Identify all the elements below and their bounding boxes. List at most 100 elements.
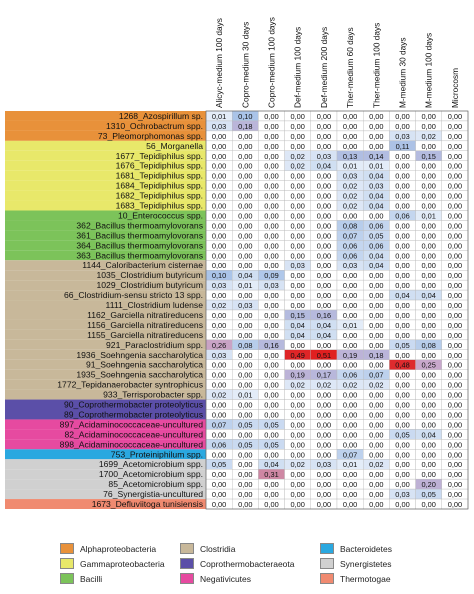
cell-value-label: 0,00: [422, 440, 436, 449]
cell-value-label: 0,00: [238, 182, 252, 191]
cell-value-label: 0,00: [317, 261, 331, 270]
row-group-band: [5, 280, 206, 291]
cell-value-label: 0,00: [264, 152, 278, 161]
cell-value-label: 0,00: [448, 401, 462, 410]
row-label: 76_Synergistia-uncultured: [103, 489, 203, 499]
cell-value-label: 0,01: [343, 162, 357, 171]
cell-value-label: 0,00: [343, 470, 357, 479]
cell-value-label: 0,00: [317, 500, 331, 509]
cell-value-label: 0,00: [291, 450, 305, 459]
cell-value-label: 0,17: [317, 371, 331, 380]
cell-value-label: 0,00: [369, 341, 383, 350]
row-label: 1677_Tepidiphilus spp.: [116, 151, 203, 161]
cell-value-label: 0,08: [422, 341, 436, 350]
cell-value-label: 0,04: [264, 460, 278, 469]
cell-value-label: 0,07: [343, 450, 357, 459]
cell-value-label: 0,00: [291, 301, 305, 310]
cell-value-label: 0,00: [343, 391, 357, 400]
cell-value-label: 0,00: [212, 182, 226, 191]
row-group-band: [5, 210, 206, 221]
row-label: 1162_Garciella nitratireducens: [87, 310, 203, 320]
heatmap-frame: [205, 110, 469, 510]
cell-value-label: 0,00: [448, 410, 462, 419]
row-group-band: [5, 240, 206, 251]
cell-value-label: 0,00: [238, 500, 252, 509]
cell-value-label: 0,03: [212, 122, 226, 131]
cell-value-label: 0,00: [317, 211, 331, 220]
row-group-band: [5, 419, 206, 430]
row-group-band: [5, 409, 206, 420]
row-label: 91_Soehngenia saccharolytica: [86, 360, 203, 370]
cell-value-label: 0,00: [395, 261, 409, 270]
row-label: 66_Clostridium-sensu stricto 13 spp.: [64, 290, 203, 300]
cell-value-label: 0,00: [448, 440, 462, 449]
cell-value-label: 0,00: [343, 271, 357, 280]
cell-value-label: 0,04: [291, 331, 305, 340]
cell-value-label: 0,16: [264, 341, 278, 350]
cell-value-label: 0,00: [317, 341, 331, 350]
cell-value-label: 0,00: [422, 112, 436, 121]
cell-value-label: 0,00: [317, 132, 331, 141]
row-label: 753_Proteiniphilum spp.: [111, 449, 203, 459]
cell-value-label: 0,01: [343, 321, 357, 330]
cell-value-label: 0,00: [369, 361, 383, 370]
cell-value-label: 0,00: [317, 281, 331, 290]
cell-value-label: 0,00: [395, 401, 409, 410]
cell-value-label: 0,00: [395, 231, 409, 240]
cell-value-label: 0,00: [264, 291, 278, 300]
cell-value-label: 0,00: [317, 221, 331, 230]
row-group-band: [5, 349, 206, 360]
cell-value-label: 0,16: [317, 311, 331, 320]
cell-value-label: 0,00: [264, 480, 278, 489]
cell-value-label: 0,09: [264, 271, 278, 280]
cell-value-label: 0,07: [369, 371, 383, 380]
cell-value-label: 0,00: [264, 450, 278, 459]
cell-value-label: 0,04: [369, 261, 383, 270]
row-group-band: [5, 429, 206, 440]
cell-value-label: 0,00: [291, 361, 305, 370]
cell-value-label: 0,00: [395, 221, 409, 230]
column-header: Microcosm: [450, 68, 460, 108]
cell-value-label: 0,00: [422, 271, 436, 280]
row-label: 364_Bacillus thermoamylovorans: [76, 240, 203, 250]
cell-value-label: 0,00: [395, 182, 409, 191]
cell-value-label: 0,00: [422, 182, 436, 191]
cell-value-label: 0,13: [343, 152, 357, 161]
cell-value-label: 0,00: [212, 490, 226, 499]
cell-value-label: 0,02: [343, 381, 357, 390]
cell-value-label: 0,00: [395, 480, 409, 489]
row-label: 82_Acidaminococcaceae-uncultured: [64, 429, 203, 439]
cell-value-label: 0,00: [264, 132, 278, 141]
row-group-band: [5, 260, 206, 271]
cell-value-label: 0,00: [448, 420, 462, 429]
cell-value-label: 0,00: [212, 430, 226, 439]
cell-value-label: 0,00: [448, 192, 462, 201]
cell-value-label: 0,00: [448, 470, 462, 479]
cell-value-label: 0,00: [343, 122, 357, 131]
cell-value-label: 0,00: [448, 251, 462, 260]
cell-value-label: 0,00: [264, 410, 278, 419]
row-label: 1935_Soehngenia saccharolytica: [76, 370, 203, 380]
cell-value-label: 0,00: [448, 221, 462, 230]
cell-value-label: 0,00: [395, 122, 409, 131]
cell-value-label: 0,00: [369, 410, 383, 419]
cell-value-label: 0,06: [343, 371, 357, 380]
cell-value-label: 0,08: [343, 221, 357, 230]
row-group-band: [5, 310, 206, 320]
cell-value-label: 0,03: [395, 132, 409, 141]
cell-value-label: 0,00: [264, 401, 278, 410]
cell-value-label: 0,04: [422, 430, 436, 439]
cell-value-label: 0,00: [395, 172, 409, 181]
cell-value-label: 0,00: [343, 410, 357, 419]
cell-value-label: 0,00: [395, 152, 409, 161]
cell-value-label: 0,00: [212, 251, 226, 260]
row-group-band: [5, 111, 206, 121]
cell-value-label: 0,00: [422, 281, 436, 290]
cell-value-label: 0,00: [264, 142, 278, 151]
cell-value-label: 0,04: [238, 271, 252, 280]
cell-value-label: 0,03: [212, 351, 226, 360]
cell-value-label: 0,00: [238, 152, 252, 161]
row-label: 1144_Caloribacterium cisternae: [82, 260, 203, 270]
cell-value-label: 0,06: [343, 241, 357, 250]
row-label: 1035_Clostridium butyricum: [96, 270, 203, 280]
